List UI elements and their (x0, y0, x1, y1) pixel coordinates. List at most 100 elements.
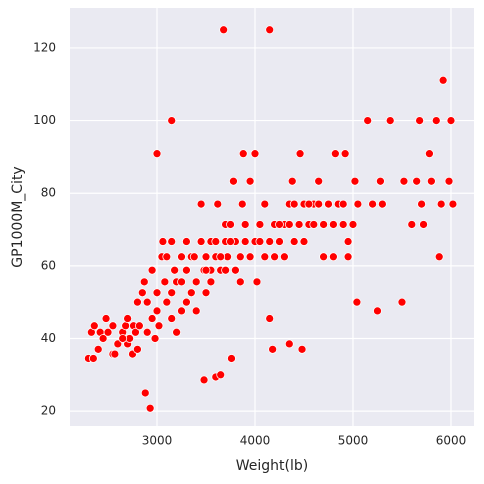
point (221, 265, 230, 275)
point (378, 199, 387, 209)
point (158, 237, 168, 246)
point (338, 199, 348, 209)
point (201, 252, 211, 262)
point (152, 306, 162, 316)
point (133, 344, 142, 354)
point (343, 252, 353, 262)
point (133, 297, 142, 307)
point (131, 327, 140, 337)
point (353, 199, 363, 209)
point (415, 116, 424, 125)
point (118, 334, 128, 343)
point (284, 339, 294, 349)
point (260, 252, 270, 262)
point (297, 344, 307, 354)
point (448, 199, 458, 209)
point (399, 176, 409, 186)
point (229, 176, 238, 186)
point (255, 220, 265, 229)
point (196, 199, 206, 209)
x-tick-label: 3000 (142, 434, 173, 448)
point (287, 176, 297, 186)
point (319, 220, 328, 229)
point (268, 344, 278, 354)
point (265, 237, 275, 246)
point (113, 339, 123, 349)
point (154, 321, 164, 331)
point (425, 149, 434, 159)
point (191, 277, 201, 287)
point (350, 176, 360, 186)
point (237, 199, 247, 209)
point (142, 327, 152, 337)
point (294, 220, 304, 229)
point (206, 277, 216, 287)
point (235, 252, 245, 262)
point (431, 116, 441, 125)
point (211, 237, 221, 246)
point (142, 297, 152, 307)
point (245, 252, 255, 262)
point (182, 265, 191, 275)
point (427, 176, 436, 186)
point (177, 252, 186, 262)
point (182, 237, 191, 246)
point (216, 370, 226, 380)
point (177, 277, 186, 287)
point (330, 149, 340, 159)
point (385, 116, 395, 125)
point (352, 297, 362, 307)
point (121, 321, 131, 331)
point (289, 199, 299, 209)
point (103, 327, 113, 337)
point (238, 149, 248, 159)
point (162, 252, 172, 262)
point (88, 354, 98, 363)
point (348, 220, 358, 229)
point (134, 321, 144, 331)
point (167, 314, 177, 323)
point (123, 314, 132, 323)
point (240, 237, 250, 246)
point (373, 306, 382, 316)
x-tick-label: 4000 (240, 434, 271, 448)
point (152, 149, 162, 159)
point (343, 237, 353, 246)
point (250, 149, 260, 159)
point (213, 199, 223, 209)
point (147, 314, 157, 323)
point (376, 176, 385, 186)
x-tick-label: 6000 (436, 434, 467, 448)
point (98, 334, 108, 343)
point (191, 306, 201, 316)
y-axis-label: GP1000M_City (10, 166, 26, 267)
y-tick-label: 80 (41, 186, 56, 200)
point (340, 149, 350, 159)
point (319, 252, 328, 262)
point (201, 265, 211, 275)
point (137, 288, 147, 298)
x-axis-label: Weight(lb) (236, 458, 308, 474)
point (407, 220, 417, 229)
point (255, 237, 265, 246)
point (368, 199, 377, 209)
point (177, 306, 186, 316)
point (196, 237, 206, 246)
point (314, 176, 324, 186)
y-tick-label: 60 (41, 258, 56, 272)
point (199, 375, 209, 385)
point (172, 327, 181, 337)
point (145, 403, 155, 413)
point (304, 199, 314, 209)
point (412, 176, 422, 186)
point (338, 220, 348, 229)
x-tick-label: 5000 (338, 434, 369, 448)
point (235, 277, 245, 287)
point (139, 277, 149, 287)
point (438, 75, 448, 85)
point (434, 252, 444, 262)
point (265, 314, 275, 323)
point (160, 277, 170, 287)
point (186, 288, 196, 298)
point (444, 176, 454, 186)
